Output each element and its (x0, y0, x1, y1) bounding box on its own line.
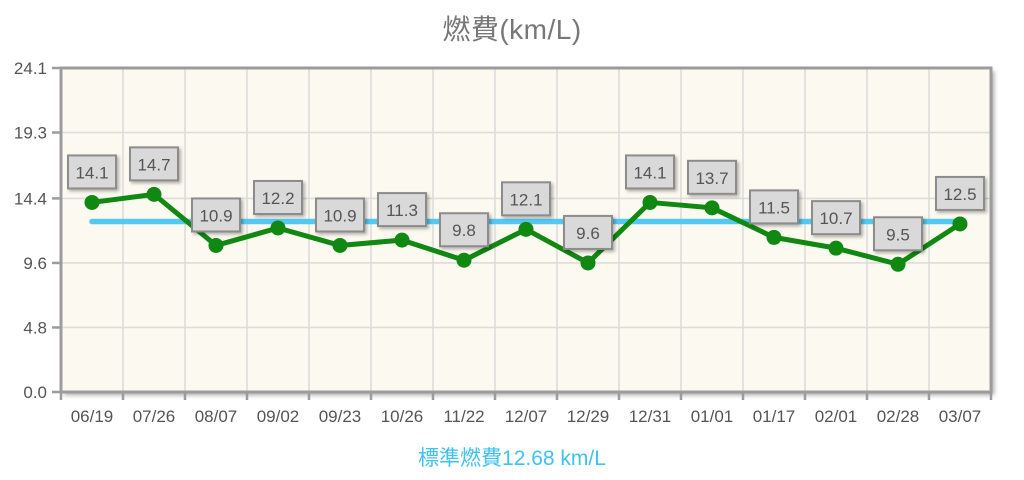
data-label-value: 10.7 (819, 209, 852, 228)
data-label-value: 13.7 (695, 169, 728, 188)
plot-area-border (59, 66, 993, 394)
data-label-box (439, 212, 489, 248)
data-point[interactable] (704, 200, 720, 216)
x-tick-label: 10/26 (381, 407, 424, 426)
data-label-box (811, 200, 861, 236)
data-label-value: 9.6 (576, 224, 600, 243)
data-label-box (873, 216, 923, 252)
data-label-value: 14.1 (75, 163, 108, 182)
data-label-box (315, 197, 365, 233)
x-tick-label: 09/02 (257, 407, 300, 426)
y-tick-label: 0.0 (23, 383, 47, 402)
data-label-value: 11.3 (386, 201, 418, 220)
data-label-value: 12.2 (261, 189, 294, 208)
x-tick-label: 01/17 (753, 407, 796, 426)
data-point[interactable] (146, 186, 162, 202)
data-label-box (253, 179, 303, 215)
x-tick-label: 12/29 (567, 407, 610, 426)
x-tick-label: 03/07 (939, 407, 982, 426)
data-label-box (625, 154, 675, 190)
data-point[interactable] (828, 240, 844, 256)
y-tick-label: 4.8 (23, 318, 47, 337)
data-point[interactable] (332, 237, 348, 253)
data-label-box (563, 214, 613, 250)
data-label-value: 9.8 (452, 221, 476, 240)
data-point[interactable] (890, 256, 906, 272)
data-label-value: 14.7 (137, 155, 170, 174)
x-tick-label: 12/31 (629, 407, 672, 426)
data-label-value: 12.5 (943, 185, 976, 204)
x-tick-label: 11/22 (443, 407, 484, 426)
y-tick-label: 19.3 (14, 124, 47, 143)
data-label-box (191, 197, 241, 233)
data-point[interactable] (394, 232, 410, 248)
data-label-value: 10.9 (199, 206, 232, 225)
data-point[interactable] (766, 229, 782, 245)
data-label-value: 9.5 (886, 225, 910, 244)
data-label-box (501, 181, 551, 217)
data-point[interactable] (518, 221, 534, 237)
x-tick-label: 02/01 (815, 407, 858, 426)
chart-title: 燃費(km/L) (442, 14, 582, 45)
data-point[interactable] (270, 220, 286, 236)
x-tick-label: 01/01 (691, 407, 734, 426)
y-tick-label: 9.6 (23, 254, 47, 273)
data-point[interactable] (952, 216, 968, 232)
data-label-value: 11.5 (758, 198, 790, 217)
x-tick-label: 12/07 (505, 407, 548, 426)
y-tick-label: 24.1 (14, 59, 47, 78)
x-tick-label: 06/19 (71, 407, 114, 426)
data-label-box (129, 146, 179, 182)
data-label-value: 12.1 (509, 190, 542, 209)
data-label-box (749, 189, 799, 225)
data-point[interactable] (456, 252, 472, 268)
data-point[interactable] (580, 255, 596, 271)
data-point[interactable] (642, 194, 658, 210)
standard-fuel-legend: 標準燃費12.68 km/L (418, 447, 606, 470)
data-label-box (935, 175, 985, 211)
data-label-value: 10.9 (323, 206, 356, 225)
data-label-value: 14.1 (633, 163, 666, 182)
data-label-box (67, 154, 117, 190)
y-tick-label: 14.4 (14, 189, 47, 208)
data-point[interactable] (84, 194, 100, 210)
x-tick-label: 02/28 (877, 407, 920, 426)
x-tick-label: 09/23 (319, 407, 362, 426)
x-tick-label: 07/26 (133, 407, 176, 426)
x-tick-label: 08/07 (195, 407, 238, 426)
data-label-box (377, 192, 427, 228)
data-label-box (687, 159, 737, 195)
data-point[interactable] (208, 237, 224, 253)
